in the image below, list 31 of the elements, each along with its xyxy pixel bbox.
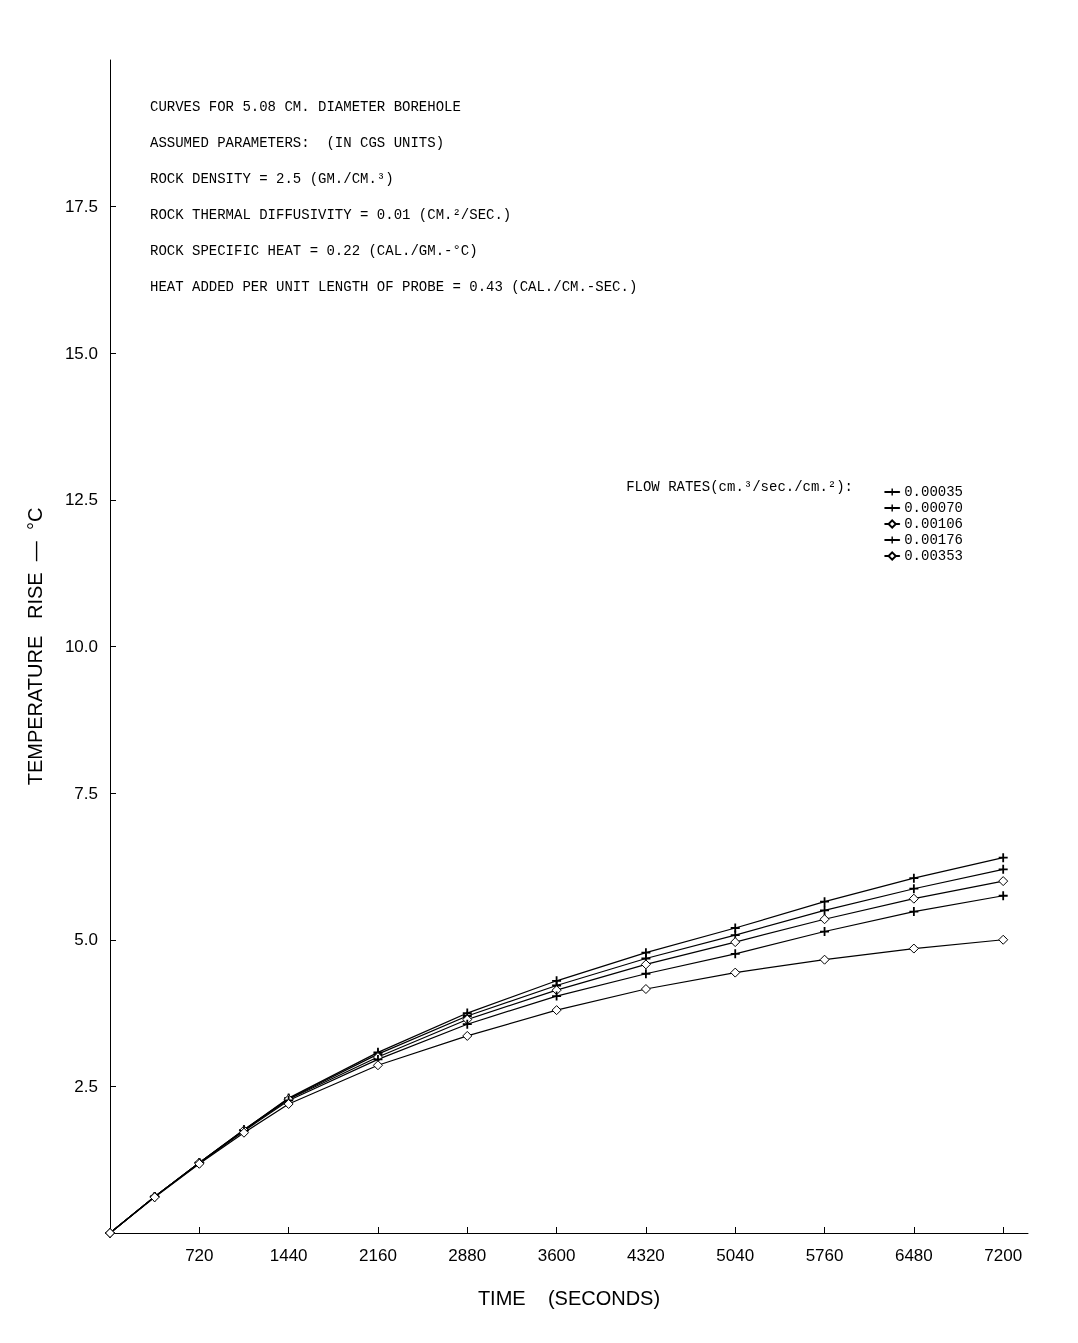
- annotation: ROCK DENSITY = 2.5 (GM./CM.³): [150, 171, 394, 187]
- legend-title: FLOW RATES(cm.³/sec./cm.²):: [626, 479, 854, 495]
- x-tick-label: 1440: [269, 1246, 308, 1265]
- y-tick-label: 2.5: [74, 1076, 98, 1096]
- x-tick-label: 5760: [805, 1246, 844, 1265]
- legend-label: 0.00106: [904, 516, 963, 532]
- y-tick-label: 15.0: [64, 343, 98, 363]
- x-tick-label: 2880: [448, 1246, 487, 1265]
- x-tick-label: 2160: [359, 1246, 397, 1265]
- annotation: CURVES FOR 5.08 CM. DIAMETER BOREHOLE: [150, 99, 461, 115]
- x-tick-label: 7200: [984, 1246, 1023, 1265]
- x-tick-label: 5040: [716, 1246, 755, 1265]
- x-tick-label: 4320: [627, 1246, 665, 1265]
- annotation: ASSUMED PARAMETERS: (IN CGS UNITS): [150, 135, 445, 151]
- annotation: HEAT ADDED PER UNIT LENGTH OF PROBE = 0.43 (CAL./CM.-SEC.): [150, 279, 638, 295]
- x-tick-label: 6480: [894, 1246, 933, 1265]
- legend-label: 0.00035: [904, 484, 963, 500]
- annotation: ROCK SPECIFIC HEAT = 0.22 (CAL./GM.-°C): [150, 243, 478, 259]
- y-tick-label: 7.5: [74, 783, 98, 803]
- y-tick-label: 5.0: [74, 930, 98, 950]
- x-axis-title: TIME (SECONDS): [477, 1287, 661, 1309]
- x-tick-label: 720: [185, 1246, 214, 1265]
- annotation: ROCK THERMAL DIFFUSIVITY = 0.01 (CM.²/SEC.): [150, 207, 512, 223]
- y-tick-label: 10.0: [64, 637, 98, 656]
- legend-label: 0.00353: [904, 548, 963, 564]
- x-tick-label: 3600: [537, 1246, 576, 1265]
- y-axis-title: TEMPERATURE RISE — °C: [24, 507, 46, 786]
- y-tick-label: 12.5: [64, 490, 98, 510]
- legend-label: 0.00070: [904, 500, 963, 516]
- legend-label: 0.00176: [904, 532, 963, 548]
- y-tick-label: 17.5: [64, 197, 98, 217]
